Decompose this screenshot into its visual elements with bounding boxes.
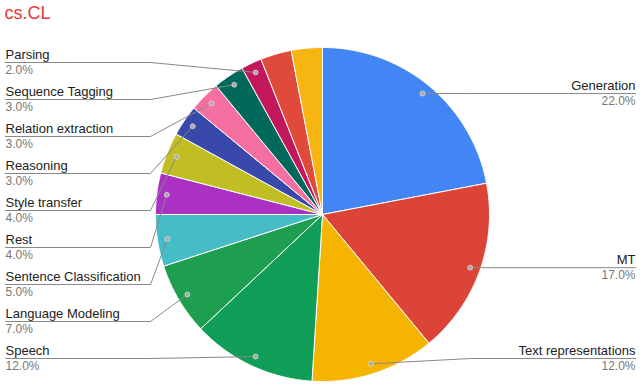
svg-text:Style transfer: Style transfer xyxy=(6,195,83,210)
svg-text:2.0%: 2.0% xyxy=(6,63,34,77)
svg-text:Sequence Tagging: Sequence Tagging xyxy=(6,84,113,99)
svg-text:3.0%: 3.0% xyxy=(6,137,34,151)
svg-text:Reasoning: Reasoning xyxy=(6,158,68,173)
svg-text:17.0%: 17.0% xyxy=(601,268,635,282)
svg-text:5.0%: 5.0% xyxy=(6,285,34,299)
svg-text:7.0%: 7.0% xyxy=(6,322,34,336)
svg-text:Language Modeling: Language Modeling xyxy=(6,306,120,321)
svg-text:Rest: Rest xyxy=(6,232,33,247)
svg-text:12.0%: 12.0% xyxy=(6,359,40,373)
svg-text:Sentence Classification: Sentence Classification xyxy=(6,269,141,284)
svg-text:4.0%: 4.0% xyxy=(6,248,34,262)
svg-text:3.0%: 3.0% xyxy=(6,174,34,188)
svg-text:22.0%: 22.0% xyxy=(601,94,635,108)
svg-text:Parsing: Parsing xyxy=(6,47,50,62)
svg-text:Relation extraction: Relation extraction xyxy=(6,121,114,136)
svg-text:Text representations: Text representations xyxy=(518,343,636,358)
svg-text:3.0%: 3.0% xyxy=(6,100,34,114)
svg-text:Generation: Generation xyxy=(571,78,635,93)
svg-text:MT: MT xyxy=(617,252,636,267)
svg-text:Speech: Speech xyxy=(6,343,50,358)
svg-text:12.0%: 12.0% xyxy=(601,359,635,373)
svg-text:4.0%: 4.0% xyxy=(6,211,34,225)
svg-text:cs.CL: cs.CL xyxy=(5,3,51,23)
